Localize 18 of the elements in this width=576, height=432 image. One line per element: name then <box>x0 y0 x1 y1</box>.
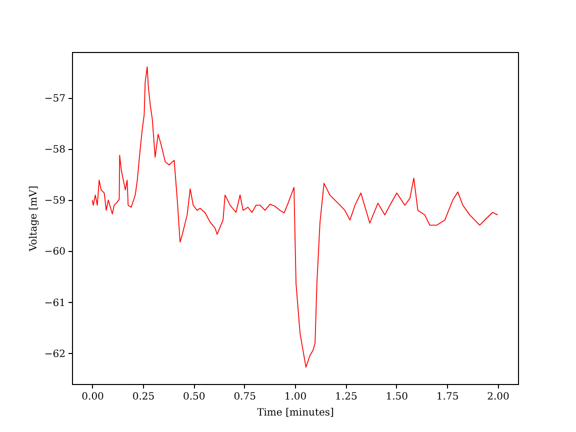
y-axis-title: Voltage [mV] <box>28 186 40 252</box>
y-tick-label: −57 <box>44 93 66 104</box>
x-tick-label: 1.00 <box>284 392 307 402</box>
x-axis-title: Time [minutes] <box>257 408 334 418</box>
x-tick-label: 1.25 <box>335 392 358 402</box>
line-series <box>92 66 498 368</box>
y-tick-label: −59 <box>44 196 66 207</box>
x-tick-label: 0.25 <box>132 392 155 402</box>
y-tick-label: −60 <box>44 246 66 258</box>
x-tick-label: 2.00 <box>487 392 510 402</box>
y-tick-label: −61 <box>44 298 66 309</box>
x-tick-label: 0.50 <box>183 392 206 402</box>
x-tick-label: 0.00 <box>82 392 104 402</box>
x-tick-label: 1.50 <box>386 392 408 402</box>
y-tick-label: −62 <box>44 348 66 360</box>
x-tick-label: 0.75 <box>234 392 256 402</box>
x-tick-label: 1.75 <box>436 392 459 402</box>
y-tick-label: −58 <box>44 144 66 156</box>
